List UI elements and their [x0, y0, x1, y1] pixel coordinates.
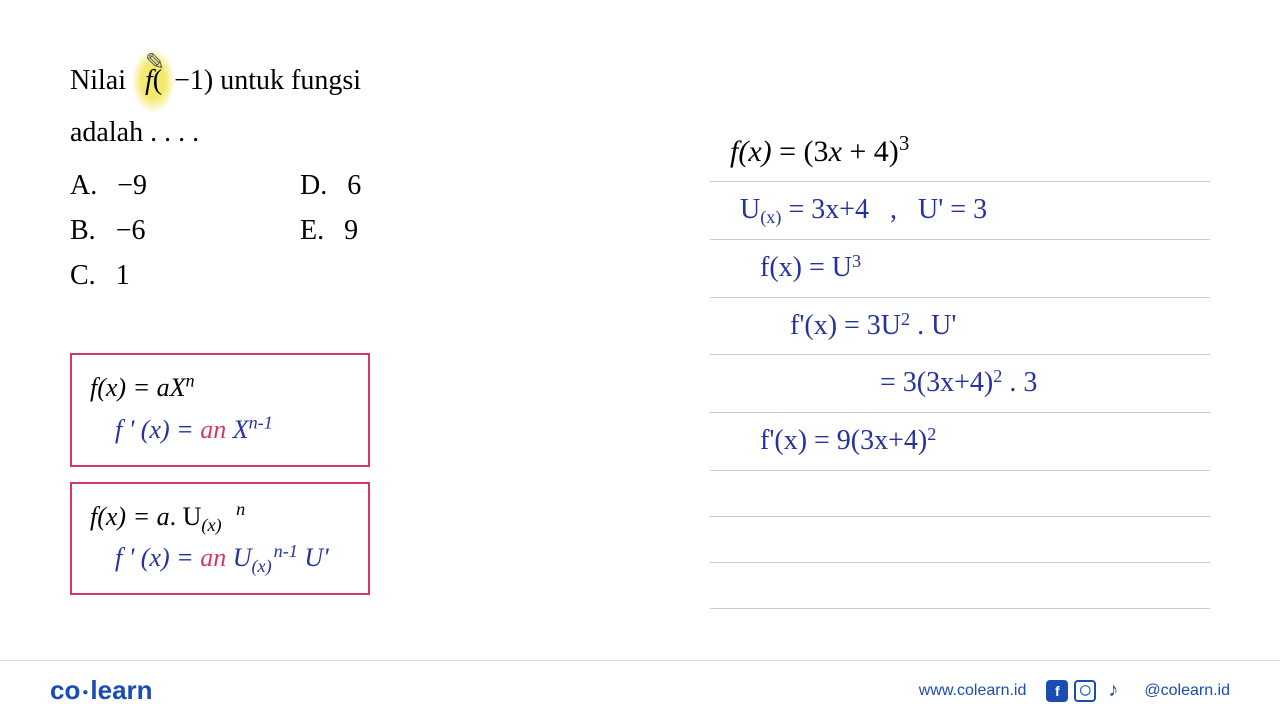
option-d: D. 6 [300, 164, 530, 209]
f1-l2a: f ' (x) = [115, 415, 200, 444]
handwritten-solution: U(x) = 3x+4 , U' = 3 f(x) = U3 f'(x) = 3… [710, 182, 1210, 609]
facebook-icon[interactable]: f [1046, 680, 1068, 702]
hw3-sup: 2 [901, 309, 910, 329]
hw-line-empty2 [710, 517, 1210, 563]
hw5-a: f'(x) = 9(3x+4) [760, 425, 927, 456]
f2-l2d: U' [298, 543, 329, 572]
option-a: A. −9 [70, 164, 300, 209]
question-line2: adalah . . . . [70, 117, 199, 148]
given-c: x [829, 135, 842, 168]
given-sup: 3 [899, 131, 910, 155]
hw-line-empty3 [710, 563, 1210, 609]
f2-l2b: an [200, 543, 226, 572]
hw4-a: = 3(3x+4) [880, 367, 993, 398]
hw5-sup: 2 [927, 424, 936, 444]
logo: co●learn [50, 675, 153, 706]
opt-b-letter: B. [70, 209, 96, 254]
formula2-line2: f ' (x) = an U(x)n-1 U' [90, 537, 350, 579]
option-b: B. −6 [70, 209, 300, 254]
question-rest: −1) untuk fungsi [174, 65, 361, 96]
f2-l2c: U [226, 543, 251, 572]
opt-e-letter: E. [300, 209, 324, 254]
option-c: C. 1 [70, 254, 300, 299]
footer: co●learn www.colearn.id f ◯ ♪ @colearn.i… [0, 660, 1280, 720]
hw-line-empty1 [710, 471, 1210, 517]
question-prefix: Nilai [70, 65, 133, 96]
formula-box-2: f(x) = a. U(x) n f ' (x) = an U(x)n-1 U' [70, 482, 370, 595]
footer-right: www.colearn.id f ◯ ♪ @colearn.id [919, 680, 1230, 702]
hw-line-1: U(x) = 3x+4 , U' = 3 [710, 182, 1210, 240]
instagram-icon[interactable]: ◯ [1074, 680, 1096, 702]
pencil-icon: ✎ [145, 45, 165, 81]
opt-d-letter: D. [300, 164, 327, 209]
option-e: E. 9 [300, 209, 530, 254]
formula1-line2: f ' (x) = an Xn-1 [90, 409, 350, 451]
f2-l2a: f ' (x) = [115, 543, 200, 572]
solution-column: f(x) = (3x + 4)3 U(x) = 3x+4 , U' = 3 f(… [710, 50, 1210, 609]
hw4-b: . 3 [1002, 367, 1037, 398]
highlight-marker: ✎ f( [133, 50, 174, 112]
given-function: f(x) = (3x + 4)3 [710, 135, 1210, 182]
hw-line-4: = 3(3x+4)2 . 3 [710, 355, 1210, 413]
opt-a-val: −9 [117, 164, 147, 209]
options-grid: A. −9 D. 6 B. −6 E. 9 C. 1 [70, 164, 530, 298]
hw2-a: f(x) = U [760, 252, 852, 283]
footer-url[interactable]: www.colearn.id [919, 682, 1027, 700]
given-b: = (3 [772, 135, 829, 168]
logo-b: learn [90, 675, 152, 705]
question-text: Nilai ✎ f(−1) untuk fungsi adalah . . . … [70, 50, 530, 154]
opt-e-val: 9 [344, 209, 358, 254]
given-a: f(x) [730, 135, 772, 168]
f2-l2sub: (x) [251, 556, 271, 576]
f2-l1b: . U [170, 502, 202, 531]
question-column: Nilai ✎ f(−1) untuk fungsi adalah . . . … [70, 50, 530, 609]
opt-d-val: 6 [347, 164, 361, 209]
given-d: + 4) [842, 135, 899, 168]
f1-l2b: an [200, 415, 226, 444]
opt-b-val: −6 [116, 209, 146, 254]
formula-box-1: f(x) = aXn f ' (x) = an Xn-1 [70, 353, 370, 466]
f1-l2sup: n-1 [249, 412, 273, 432]
hw4-sup: 2 [993, 366, 1002, 386]
f1-l1a: f(x) = aX [90, 373, 186, 402]
social-icons: f ◯ ♪ [1046, 680, 1124, 702]
logo-a: co [50, 675, 80, 705]
hw3-a: f'(x) = 3U [790, 310, 901, 341]
hw3-b: . U' [910, 310, 956, 341]
f2-l1sup: n [236, 499, 245, 519]
f2-l2sup: n-1 [274, 541, 298, 561]
f2-l1a: f(x) = a [90, 502, 170, 531]
hw-line-2: f(x) = U3 [710, 240, 1210, 298]
hw-line-5: f'(x) = 9(3x+4)2 [710, 413, 1210, 471]
formula1-line1: f(x) = aXn [90, 367, 350, 409]
opt-c-val: 1 [116, 254, 130, 299]
formula2-line1: f(x) = a. U(x) n [90, 496, 350, 538]
logo-dot-icon: ● [82, 687, 88, 698]
hw1-text: U(x) = 3x+4 , U' = 3 [740, 194, 987, 225]
tiktok-icon[interactable]: ♪ [1102, 680, 1124, 702]
opt-a-letter: A. [70, 164, 97, 209]
f1-l1sup: n [186, 371, 195, 391]
footer-handle[interactable]: @colearn.id [1144, 682, 1230, 700]
hw2-sup: 3 [852, 251, 861, 271]
f2-l1sub: (x) [201, 515, 221, 535]
f1-l2c: X [226, 415, 248, 444]
opt-c-letter: C. [70, 254, 96, 299]
hw-line-3: f'(x) = 3U2 . U' [710, 298, 1210, 356]
